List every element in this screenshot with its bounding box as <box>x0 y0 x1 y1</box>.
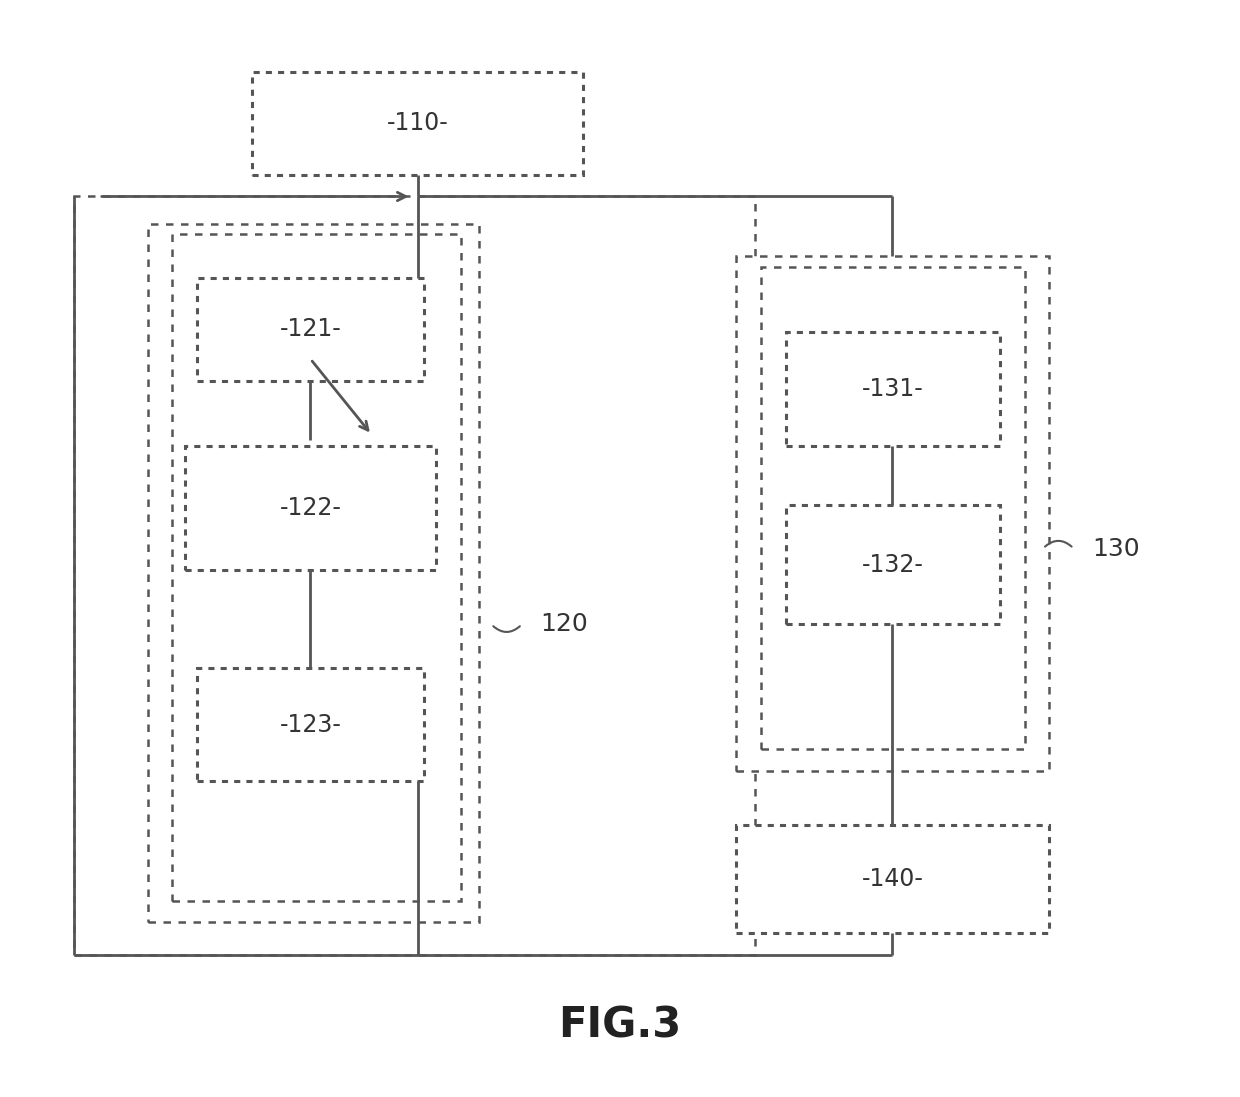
Text: -132-: -132- <box>862 553 924 577</box>
Bar <box>785 332 1001 445</box>
Bar <box>148 224 479 923</box>
Text: -110-: -110- <box>387 112 449 135</box>
Bar <box>737 256 1049 770</box>
Bar <box>197 278 424 381</box>
Text: -131-: -131- <box>862 376 924 400</box>
Text: 120: 120 <box>541 612 588 636</box>
Text: 130: 130 <box>1092 536 1140 561</box>
Bar <box>185 445 436 570</box>
Bar <box>252 72 583 174</box>
Bar <box>197 668 424 781</box>
Text: FIG.3: FIG.3 <box>558 1005 682 1047</box>
Bar <box>737 825 1049 934</box>
Bar <box>74 196 755 954</box>
Text: -121-: -121- <box>279 317 341 341</box>
Text: -123-: -123- <box>279 713 341 736</box>
Text: -140-: -140- <box>862 867 924 891</box>
Bar <box>785 506 1001 624</box>
Text: -122-: -122- <box>279 496 341 520</box>
Bar <box>172 235 460 901</box>
Bar <box>761 267 1024 749</box>
